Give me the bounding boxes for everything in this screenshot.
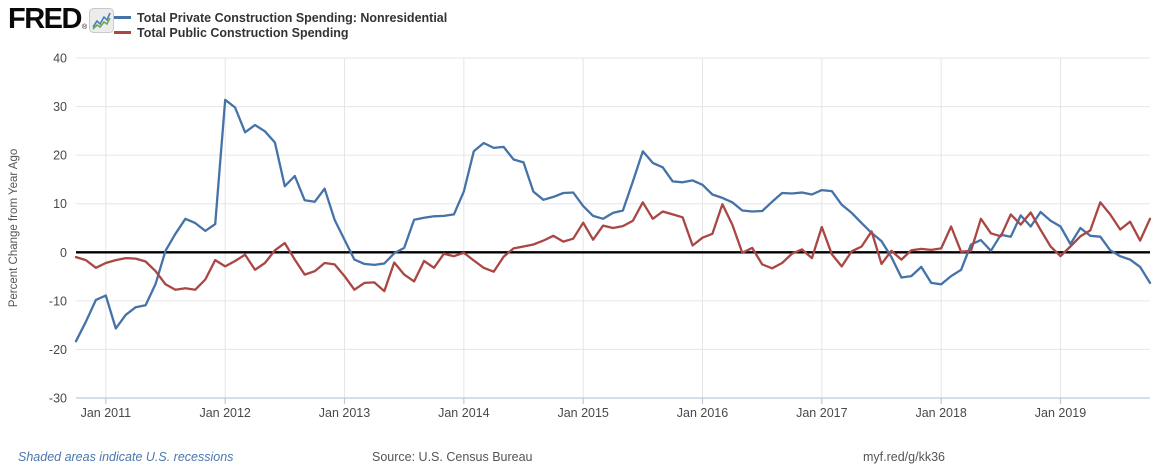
y-axis-label: 20	[53, 149, 67, 163]
y-axis-label: 10	[53, 197, 67, 211]
permalink-link[interactable]: myf.red/g/kk36	[863, 450, 945, 464]
y-axis-label: -10	[49, 294, 67, 308]
y-axis-label: -30	[49, 392, 67, 406]
fred-logo[interactable]: FRED ®	[8, 3, 115, 35]
x-axis-label: Jan 2012	[199, 406, 250, 420]
y-axis-label: 40	[53, 52, 67, 66]
y-axis-label: 0	[60, 246, 67, 260]
legend-item-private: Total Private Construction Spending: Non…	[114, 10, 447, 25]
x-axis-label: Jan 2011	[81, 406, 132, 420]
legend-label-private: Total Private Construction Spending: Non…	[137, 10, 448, 25]
fred-logo-text: FRED	[8, 3, 82, 35]
legend-swatch-private	[114, 16, 131, 19]
series-line-public	[74, 201, 1152, 293]
chart-legend: Total Private Construction Spending: Non…	[114, 10, 447, 40]
x-axis-label: Jan 2013	[319, 406, 370, 420]
series-line-private	[74, 98, 1152, 343]
chart-footer: Shaded areas indicate U.S. recessions So…	[0, 446, 1168, 470]
source-link[interactable]: Source: U.S. Census Bureau	[372, 450, 533, 464]
y-axis-title: Percent Change from Year Ago	[8, 149, 20, 308]
x-axis-label: Jan 2019	[1035, 406, 1086, 420]
y-axis-label: -20	[49, 343, 67, 357]
recession-note: Shaded areas indicate U.S. recessions	[18, 450, 234, 464]
x-axis-label: Jan 2018	[915, 406, 966, 420]
legend-swatch-public	[114, 31, 131, 34]
x-axis-label: Jan 2017	[796, 406, 847, 420]
registered-mark: ®	[81, 24, 88, 31]
x-axis-label: Jan 2016	[677, 406, 728, 420]
x-axis-label: Jan 2015	[557, 406, 608, 420]
x-axis-label: Jan 2014	[438, 406, 489, 420]
fred-logo-chart-icon	[89, 8, 115, 33]
chart-header: FRED ® Total Private Construction Spendi…	[0, 0, 1168, 48]
legend-label-public: Total Public Construction Spending	[137, 25, 349, 40]
legend-item-public: Total Public Construction Spending	[114, 25, 447, 40]
y-axis-label: 30	[53, 100, 67, 114]
